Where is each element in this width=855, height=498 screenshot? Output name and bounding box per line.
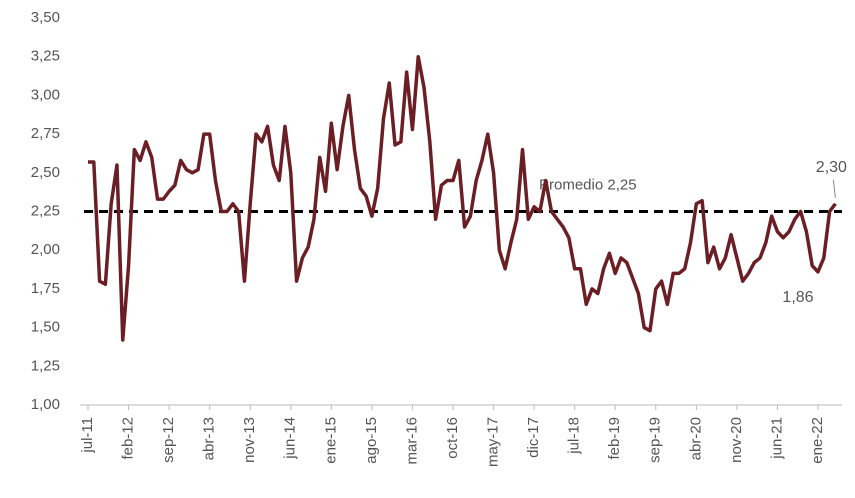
average-label: Promedio 2,25 (539, 176, 637, 193)
x-tick-label: jul-18 (566, 417, 583, 455)
x-tick-label: mar-16 (403, 417, 420, 465)
x-tick-label: jul-11 (79, 417, 96, 454)
x-tick-label: nov-13 (241, 417, 258, 463)
y-tick-label: 1,25 (31, 357, 60, 374)
x-tick-label: jun-21 (768, 417, 785, 460)
series-line (88, 54, 837, 342)
value-label: 1,86 (782, 289, 813, 306)
x-tick-label: nov-20 (728, 417, 745, 463)
y-tick-label: 2,50 (31, 164, 60, 181)
y-tick-label: 2,00 (31, 241, 60, 258)
x-tick-label: may-17 (485, 417, 502, 467)
y-tick-label: 2,25 (31, 202, 60, 219)
x-tick-label: ene-22 (809, 417, 826, 464)
x-tick-label: ago-15 (363, 417, 380, 464)
y-tick-label: 3,25 (31, 48, 60, 65)
x-tick-label: sep-12 (160, 417, 177, 463)
x-tick-label: sep-19 (647, 417, 664, 463)
value-label: 2,30 (816, 159, 847, 176)
x-tick-label: abr-13 (201, 417, 218, 460)
x-tick-label: abr-20 (687, 417, 704, 460)
y-tick-label: 3,50 (31, 9, 60, 26)
x-tick-label: feb-19 (606, 417, 623, 460)
x-tick-label: oct-16 (444, 417, 461, 459)
x-tick-label: feb-12 (120, 417, 137, 460)
y-tick-label: 1,75 (31, 280, 60, 297)
y-tick-label: 1,00 (31, 396, 60, 413)
y-tick-label: 2,75 (31, 125, 60, 142)
label-leader (832, 179, 836, 198)
y-tick-label: 3,00 (31, 86, 60, 103)
x-tick-label: dic-17 (525, 417, 542, 458)
x-tick-label: jun-14 (282, 417, 299, 460)
y-tick-label: 1,50 (31, 319, 60, 336)
x-tick-label: ene-15 (322, 417, 339, 464)
